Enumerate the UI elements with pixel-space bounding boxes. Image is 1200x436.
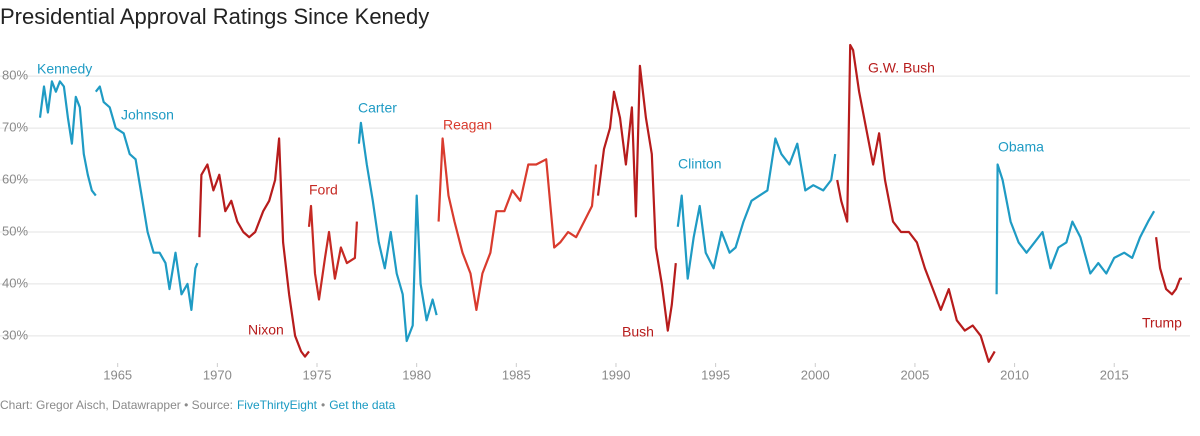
source-link[interactable]: FiveThirtyEight <box>237 398 318 412</box>
y-tick-label: 30% <box>2 327 28 342</box>
x-tick-label: 1990 <box>602 367 631 382</box>
approval-line <box>198 137 310 358</box>
x-tick-label: 2015 <box>1100 367 1129 382</box>
approval-line <box>836 43 996 363</box>
series-label: Obama <box>998 139 1044 155</box>
x-tick-label: 1975 <box>303 367 332 382</box>
x-tick-label: 1970 <box>203 367 232 382</box>
data-link[interactable]: Get the data <box>329 398 395 412</box>
x-tick-label: 1980 <box>402 367 431 382</box>
x-tick-label: 2010 <box>1000 367 1029 382</box>
approval-line <box>596 64 677 332</box>
y-tick-label: 80% <box>2 68 28 83</box>
approval-line <box>94 85 199 311</box>
y-tick-label: 60% <box>2 171 28 186</box>
series-label: Trump <box>1142 315 1182 331</box>
series-label: Kennedy <box>37 61 92 77</box>
approval-line <box>437 137 598 311</box>
x-tick-label: 2005 <box>900 367 929 382</box>
series-label: G.W. Bush <box>868 60 935 76</box>
chart-title: Presidential Approval Ratings Since Kene… <box>0 4 429 29</box>
y-tick-label: 70% <box>2 120 28 135</box>
approval-line <box>307 204 358 301</box>
x-tick-label: 1995 <box>701 367 730 382</box>
x-tick-label: 1985 <box>502 367 531 382</box>
series-label: Ford <box>309 182 338 198</box>
series-label: Clinton <box>678 156 722 172</box>
series-label: Johnson <box>121 107 174 123</box>
approval-line <box>357 121 438 343</box>
x-tick-label: 2000 <box>801 367 830 382</box>
approval-line <box>1155 237 1182 296</box>
series-label: Nixon <box>248 322 284 338</box>
x-tick-label: 1965 <box>103 367 132 382</box>
approval-line <box>676 137 837 280</box>
approval-line <box>38 80 97 197</box>
series-label: Carter <box>358 100 397 116</box>
approval-line <box>995 163 1156 295</box>
series-label: Reagan <box>443 117 492 133</box>
y-tick-label: 50% <box>2 223 28 238</box>
separator: • <box>321 398 325 412</box>
y-tick-label: 40% <box>2 275 28 290</box>
credit: Chart: Gregor Aisch, Datawrapper • Sourc… <box>0 398 233 412</box>
footer: Chart: Gregor Aisch, Datawrapper • Sourc… <box>0 398 396 412</box>
series-label: Bush <box>622 324 654 340</box>
